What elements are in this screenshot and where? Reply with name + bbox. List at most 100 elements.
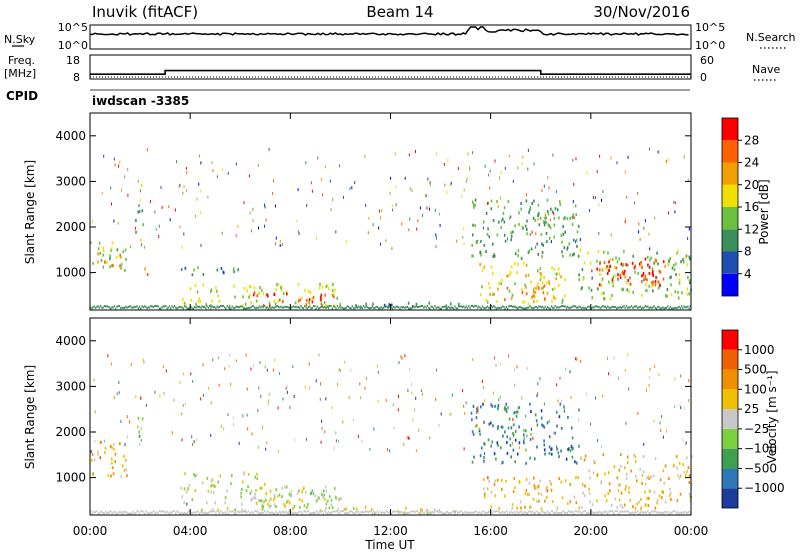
echo-cell: [504, 511, 506, 514]
echo-cell: [687, 511, 689, 514]
echo-cell: [428, 511, 430, 514]
echo-cell: [556, 272, 558, 276]
echo-cell: [613, 512, 615, 515]
echo-cell: [210, 479, 213, 483]
echo-cell: [326, 284, 329, 288]
echo-cell: [396, 305, 399, 308]
echo-cell: [247, 427, 249, 431]
echo-cell: [120, 475, 123, 479]
echo-cell: [471, 418, 473, 422]
echo-cell: [472, 405, 475, 408]
echo-cell: [165, 305, 167, 307]
echo-cell: [572, 305, 574, 308]
echo-cell: [532, 510, 534, 513]
echo-cell: [269, 306, 271, 309]
echo-cell: [681, 305, 683, 308]
echo-cell: [364, 154, 366, 158]
echo-cell: [228, 304, 231, 308]
echo-cell: [523, 300, 526, 304]
echo-cell: [250, 511, 252, 514]
echo-cell: [183, 501, 185, 505]
echo-cell: [685, 441, 687, 445]
echo-cell: [220, 267, 223, 270]
echo-cell: [244, 302, 247, 306]
echo-cell: [514, 224, 516, 228]
echo-cell: [119, 264, 121, 268]
echo-cell: [286, 306, 288, 308]
echo-cell: [235, 162, 237, 166]
echo-cell: [573, 305, 575, 308]
echo-cell: [639, 511, 641, 514]
echo-cell: [200, 511, 202, 513]
echo-cell: [140, 439, 142, 442]
echo-cell: [497, 425, 499, 429]
echo-cell: [548, 236, 551, 240]
echo-cell: [549, 226, 552, 230]
echo-cell: [260, 486, 263, 490]
echo-cell: [435, 307, 437, 309]
echo-cell: [429, 512, 431, 515]
echo-cell: [591, 296, 593, 300]
echo-cell: [208, 305, 211, 307]
echo-cell: [686, 470, 688, 474]
echo-cell: [189, 287, 192, 291]
echo-cell: [111, 264, 113, 268]
echo-cell: [371, 512, 373, 515]
echo-cell: [196, 290, 199, 294]
echo-cell: [641, 481, 643, 485]
echo-cell: [272, 512, 275, 515]
echo-cell: [365, 305, 367, 308]
echo-cell: [551, 500, 554, 504]
echo-cell: [626, 263, 629, 267]
echo-cell: [322, 306, 325, 309]
echo-cell: [483, 455, 485, 459]
echo-cell: [407, 388, 409, 392]
echo-cell: [449, 307, 451, 310]
echo-cell: [553, 307, 555, 309]
echo-cell: [154, 210, 156, 214]
echo-cell: [440, 412, 442, 416]
echo-cell: [96, 305, 98, 308]
echo-cell: [449, 412, 451, 416]
echo-cell: [98, 512, 101, 515]
echo-cell: [654, 506, 657, 510]
echo-cell: [405, 512, 407, 514]
echo-cell: [293, 504, 296, 508]
echo-cell: [102, 265, 105, 269]
echo-cell: [617, 489, 620, 492]
echo-cell: [158, 224, 160, 228]
echo-cell: [170, 307, 172, 310]
echo-cell: [409, 307, 411, 310]
echo-cell: [559, 511, 561, 514]
echo-cell: [595, 305, 598, 308]
echo-cell: [305, 303, 308, 307]
echo-cell: [656, 251, 658, 255]
echo-cell: [330, 498, 333, 502]
echo-cell: [136, 510, 138, 513]
echo-cell: [323, 300, 326, 304]
echo-cell: [297, 511, 300, 514]
echo-cell: [141, 510, 143, 512]
echo-cell: [623, 305, 625, 307]
echo-cell: [505, 402, 507, 406]
echo-cell: [110, 510, 112, 513]
echo-cell: [350, 369, 352, 372]
echo-cell: [519, 306, 521, 309]
echo-cell: [187, 511, 189, 513]
echo-cell: [193, 268, 195, 272]
echo-cell: [480, 307, 482, 310]
echo-cell: [194, 489, 197, 493]
echo-cell: [479, 306, 481, 309]
echo-cell: [409, 511, 411, 514]
echo-cell: [556, 445, 557, 449]
echo-cell: [625, 263, 627, 267]
echo-cell: [494, 479, 496, 483]
echo-cell: [498, 281, 500, 285]
echo-cell: [147, 306, 149, 309]
echo-cell: [648, 265, 651, 269]
echo-cell: [611, 278, 614, 282]
echo-cell: [519, 500, 522, 504]
echo-cell: [279, 298, 281, 302]
echo-cell: [377, 399, 379, 403]
echo-cell: [653, 490, 656, 494]
